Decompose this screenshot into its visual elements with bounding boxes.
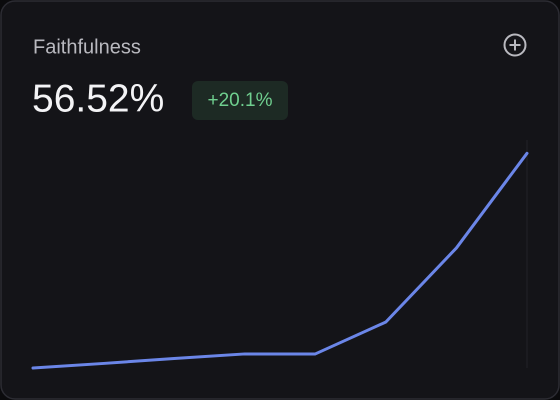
- card-title: Faithfulness: [33, 36, 141, 58]
- change-badge: [192, 81, 288, 120]
- add-icon[interactable]: [503, 33, 527, 57]
- metric-value: 56.52%: [32, 77, 164, 120]
- change-text: +20.1%: [208, 90, 273, 111]
- line: [31, 151, 529, 370]
- add-button[interactable]: [503, 33, 527, 57]
